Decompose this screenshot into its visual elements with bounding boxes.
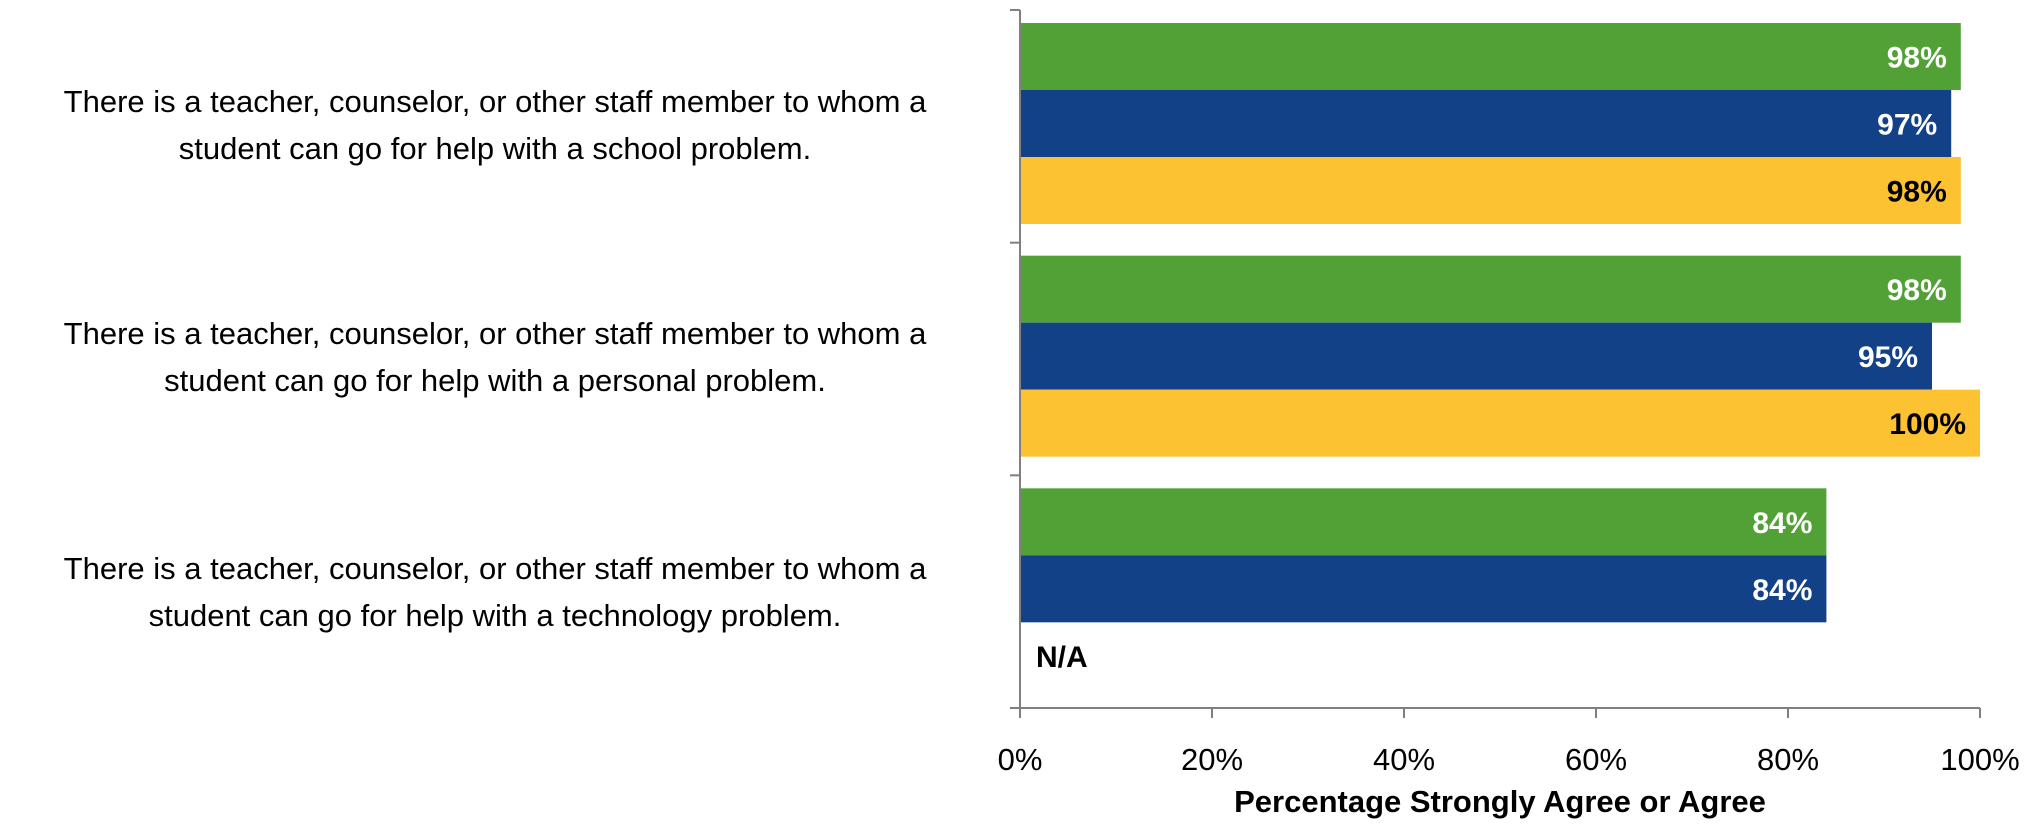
bar-value-label: 98% — [1887, 176, 1947, 209]
category-label-line: student can go for help with a personal … — [164, 363, 826, 398]
x-axis-title: Percentage Strongly Agree or Agree — [1234, 784, 1766, 819]
bar-value-label: 95% — [1858, 341, 1918, 374]
category-label-line: There is a teacher, counselor, or other … — [63, 551, 927, 586]
x-tick-label: 60% — [1565, 742, 1627, 777]
bar — [1021, 488, 1827, 556]
bar-value-label: 98% — [1887, 42, 1947, 75]
bar-value-label: 84% — [1752, 574, 1812, 607]
bar-value-label: 84% — [1752, 507, 1812, 540]
bar-value-label: 98% — [1887, 274, 1947, 307]
bar — [1021, 157, 1961, 224]
category-label-line: student can go for help with a technolog… — [148, 598, 842, 633]
bar — [1021, 322, 1932, 390]
bar — [1021, 255, 1961, 323]
bar — [1021, 23, 1961, 90]
bar-value-label: 97% — [1877, 109, 1937, 142]
x-tick-label: 0% — [998, 742, 1043, 777]
category-label-line: There is a teacher, counselor, or other … — [63, 84, 927, 119]
category-label-line: student can go for help with a school pr… — [178, 131, 812, 166]
category-label-personal: There is a teacher, counselor, or other … — [0, 310, 990, 404]
x-tick-label: 40% — [1373, 742, 1435, 777]
category-label-line: There is a teacher, counselor, or other … — [63, 316, 927, 351]
bar — [1021, 389, 1980, 457]
category-label-technology: There is a teacher, counselor, or other … — [0, 545, 990, 639]
bar-value-label: 100% — [1889, 408, 1966, 441]
x-tick-label: 20% — [1181, 742, 1243, 777]
bar — [1021, 90, 1952, 157]
category-label-school: There is a teacher, counselor, or other … — [0, 78, 990, 172]
x-tick-label: 80% — [1757, 742, 1819, 777]
bar — [1021, 555, 1827, 623]
bar-value-label: N/A — [1036, 641, 1088, 674]
x-tick-label: 100% — [1940, 742, 2019, 777]
